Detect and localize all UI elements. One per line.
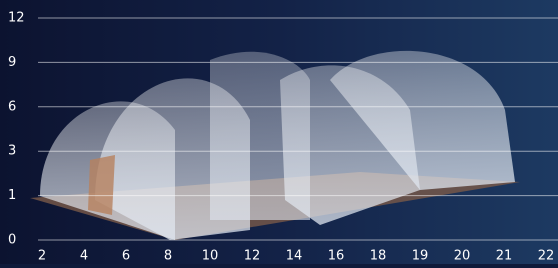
chart: 0 1 3 6 9 12 2 4 6 8 10 12 14 16 18 19 20 21 22	[0, 0, 558, 264]
x-tick-label: 4	[80, 249, 88, 264]
y-tick-label: 6	[8, 99, 16, 114]
x-tick-label: 22	[538, 249, 555, 264]
x-tick-label: 21	[496, 249, 513, 264]
y-tick-label: 0	[8, 233, 16, 248]
x-tick-label: 14	[286, 249, 303, 264]
y-tick-label: 12	[8, 11, 25, 26]
x-tick-label: 8	[164, 249, 172, 264]
x-tick-label: 18	[370, 249, 387, 264]
y-tick-label: 3	[8, 144, 16, 159]
x-tick-label: 16	[328, 249, 345, 264]
x-tick-label: 12	[244, 249, 261, 264]
y-tick-label: 1	[8, 188, 16, 203]
x-tick-label: 10	[202, 249, 219, 264]
x-tick-label: 2	[38, 249, 46, 264]
x-tick-label: 6	[122, 249, 130, 264]
x-tick-label: 19	[412, 249, 429, 264]
x-tick-label: 20	[454, 249, 471, 264]
y-tick-label: 9	[8, 55, 16, 70]
